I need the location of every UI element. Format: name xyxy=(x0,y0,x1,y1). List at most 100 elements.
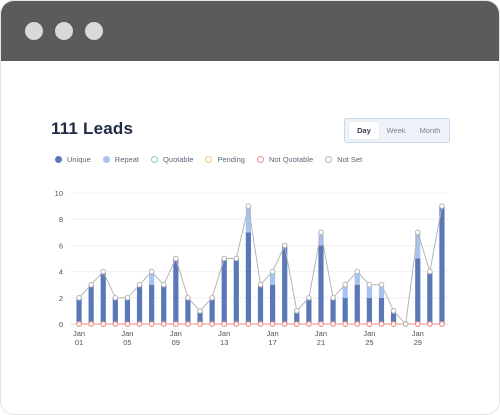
point-not-quotable xyxy=(221,321,228,327)
x-tick-month: Jan xyxy=(267,329,279,338)
legend-label: Repeat xyxy=(114,154,139,164)
point-not-quotable xyxy=(390,321,397,327)
bar-unique xyxy=(88,284,94,324)
bar-unique xyxy=(306,297,312,324)
legend-marker-icon xyxy=(205,155,213,163)
bar-unique xyxy=(342,297,348,324)
point-not-quotable xyxy=(245,321,252,327)
x-tick-day: 09 xyxy=(172,338,180,347)
window-control-dot[interactable] xyxy=(85,22,103,40)
point-not-quotable xyxy=(76,321,82,327)
bar-unique xyxy=(124,297,131,324)
point-not-quotable xyxy=(197,321,203,327)
bar-unique xyxy=(161,284,167,324)
point-not-set xyxy=(378,281,385,288)
point-not-set xyxy=(402,321,409,327)
point-not-quotable xyxy=(318,321,324,327)
bar-unique xyxy=(366,297,372,324)
point-not-quotable xyxy=(366,321,373,327)
bar-repeat xyxy=(354,271,360,285)
bar-repeat xyxy=(378,284,385,298)
legend-marker-icon xyxy=(150,155,158,163)
bar-unique xyxy=(221,258,227,324)
bar-unique xyxy=(112,297,118,324)
x-tick-month: Jan xyxy=(73,329,85,338)
tab-month[interactable]: Month xyxy=(419,126,441,135)
point-not-set xyxy=(281,242,288,249)
point-not-set xyxy=(148,268,155,275)
point-not-set xyxy=(318,229,324,236)
bar-repeat xyxy=(245,206,252,233)
bar-unique xyxy=(269,284,276,324)
point-not-set xyxy=(173,255,179,262)
x-tick-month: Jan xyxy=(218,329,230,338)
legend-item-unique[interactable]: Unique xyxy=(55,155,91,164)
point-not-set xyxy=(330,295,336,301)
bar-repeat xyxy=(149,271,155,285)
bar-repeat xyxy=(342,284,348,298)
x-tick-day: 21 xyxy=(317,338,325,347)
legend-item-not-set[interactable]: Not Set xyxy=(325,155,362,164)
point-not-set xyxy=(76,295,82,301)
bar-unique xyxy=(136,284,143,324)
x-tick-month: Jan xyxy=(412,329,424,338)
point-not-set xyxy=(245,203,252,209)
tab-week[interactable]: Week xyxy=(386,126,406,135)
x-tick-month: Jan xyxy=(121,329,133,338)
point-not-set xyxy=(136,281,143,288)
legend-label: Not Set xyxy=(337,154,363,164)
bar-unique xyxy=(378,297,385,324)
point-not-set xyxy=(112,295,119,301)
point-not-set xyxy=(427,268,433,275)
x-tick-day: 25 xyxy=(365,338,373,347)
point-not-set xyxy=(209,295,215,301)
bar-unique xyxy=(149,284,155,324)
point-not-quotable xyxy=(124,321,131,327)
point-not-set xyxy=(233,255,240,262)
legend-marker-icon xyxy=(325,155,333,163)
window-control-dot[interactable] xyxy=(25,22,43,40)
leads-title: 111 Leads xyxy=(51,119,134,138)
point-not-quotable xyxy=(414,321,421,327)
bar-repeat xyxy=(415,232,421,259)
legend-item-quotable[interactable]: Quotable xyxy=(150,155,193,164)
legend-item-repeat[interactable]: Repeat xyxy=(102,154,139,164)
x-tick-day: 13 xyxy=(220,338,228,347)
bar-unique xyxy=(330,297,336,324)
bar-unique xyxy=(294,310,300,324)
point-not-set xyxy=(88,281,94,288)
bar-unique xyxy=(390,310,397,324)
legend-item-not-quotable[interactable]: Not Quotable xyxy=(256,155,313,164)
point-not-quotable xyxy=(209,321,215,327)
window-titlebar xyxy=(1,1,499,61)
legend-marker-icon xyxy=(256,155,264,163)
legend-item-pending[interactable]: Pending xyxy=(205,155,245,164)
bar-unique xyxy=(427,271,433,324)
x-tick-day: 29 xyxy=(414,338,422,347)
x-tick-day: 17 xyxy=(268,338,276,347)
point-not-quotable xyxy=(439,321,445,327)
point-not-set xyxy=(185,295,191,301)
point-not-quotable xyxy=(281,321,288,327)
window-control-dot[interactable] xyxy=(55,22,73,40)
point-not-set xyxy=(439,203,445,209)
point-not-quotable xyxy=(136,321,143,327)
bar-unique xyxy=(439,206,445,324)
bar-repeat xyxy=(318,232,324,246)
bar-unique xyxy=(245,232,252,324)
point-not-quotable xyxy=(185,321,191,327)
point-not-quotable xyxy=(100,321,107,327)
point-not-set xyxy=(306,295,312,301)
legend-label: Unique xyxy=(67,154,91,164)
bar-unique xyxy=(209,297,215,324)
y-tick-label: 0 xyxy=(59,320,63,329)
y-tick-label: 6 xyxy=(59,241,63,250)
point-not-set xyxy=(221,255,228,262)
legend-label: Pending xyxy=(217,154,245,164)
tab-day[interactable]: Day xyxy=(349,122,379,139)
point-not-set xyxy=(354,268,361,275)
bar-unique xyxy=(257,284,264,324)
y-tick-label: 10 xyxy=(55,189,63,198)
